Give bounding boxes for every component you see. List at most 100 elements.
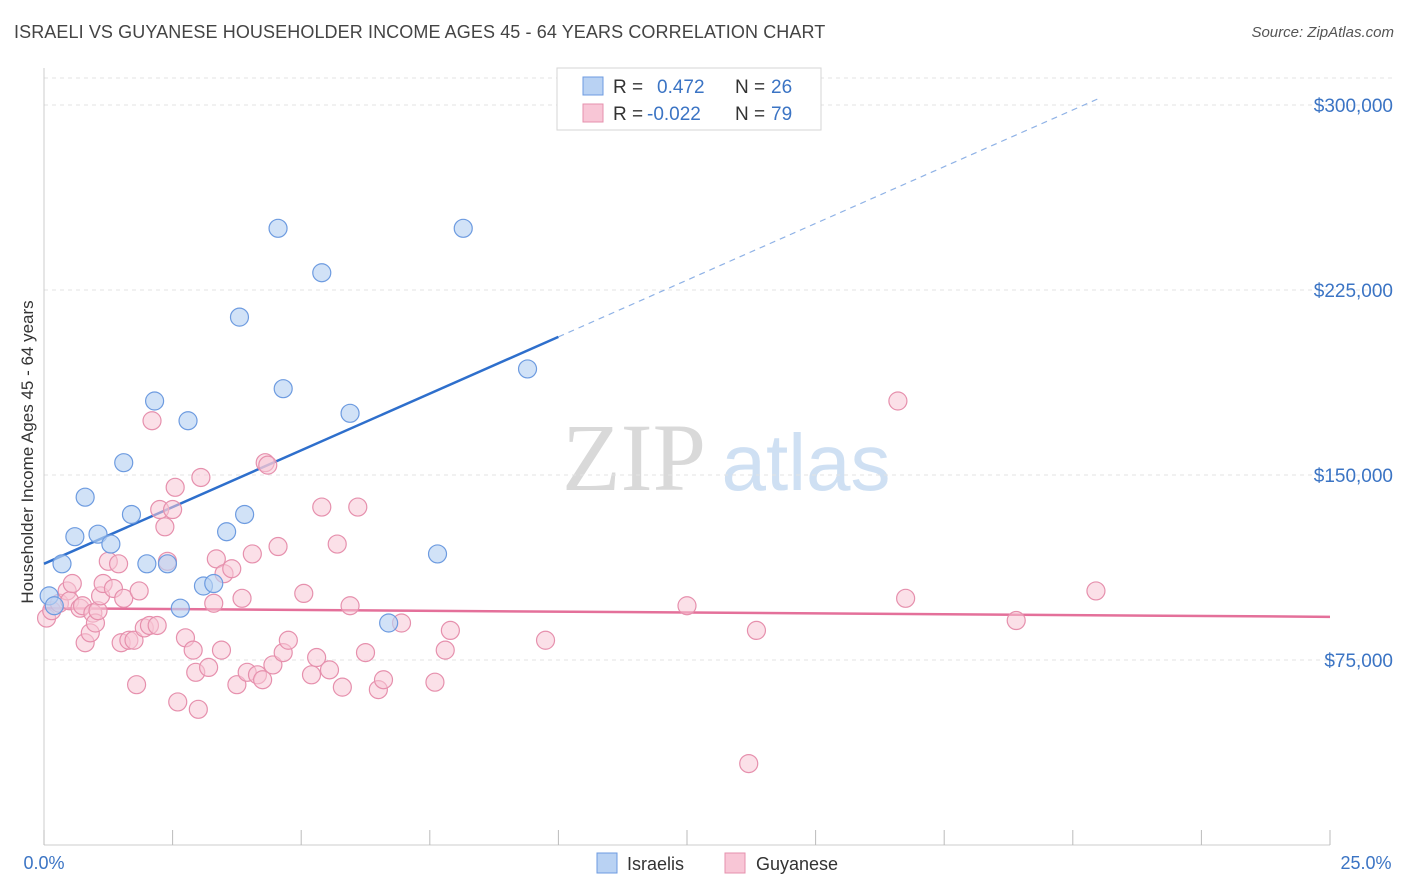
guyanese-point [242, 544, 262, 564]
guyanese-point [142, 411, 162, 431]
israelis-point [75, 487, 95, 507]
guyanese-point [319, 660, 340, 680]
israelis-point [340, 403, 360, 423]
guyanese-point [129, 581, 149, 601]
guyanese-point [191, 467, 211, 488]
guyanese-point [677, 596, 697, 616]
israelis-point [379, 613, 399, 633]
israelis-point [268, 218, 288, 238]
israelis-point [144, 391, 165, 411]
guyanese-point [188, 699, 208, 719]
legend-n-label-guyanese: N = [735, 104, 765, 125]
guyanese-point [278, 630, 298, 650]
bottom-legend-israelis: Israelis [627, 854, 684, 874]
guyanese-point [258, 455, 278, 475]
legend-r-value-israelis: 0.472 [657, 77, 705, 98]
guyanese-point [746, 620, 767, 641]
legend-r-label-israelis: R = [613, 77, 643, 98]
israelis-point [273, 379, 293, 399]
guyanese-point [348, 497, 368, 517]
trend-lines [43, 98, 1331, 619]
guyanese-point [147, 615, 167, 636]
guyanese-point [888, 391, 908, 411]
bottom-legend-swatch-guyanese [724, 852, 746, 874]
guyanese-point [124, 630, 144, 650]
guyanese-points [36, 391, 1106, 774]
guyanese-point [183, 640, 203, 660]
bottom-legend-swatch-israelis [596, 852, 618, 874]
correlation-legend: R = 0.472 N = 26 R = -0.022 N = 79 [556, 67, 822, 131]
israelis-point [178, 411, 198, 431]
y-tick-label: $150,000 [1314, 466, 1393, 487]
legend-swatch-israelis [582, 76, 604, 96]
guyanese-point [307, 647, 327, 668]
israelis-point [170, 598, 190, 618]
source-label: Source: ZipAtlas.com [1251, 24, 1394, 41]
israelis-trend-line [43, 335, 559, 565]
israelis-point [427, 544, 448, 564]
guyanese-point [222, 559, 242, 579]
guyanese-point [155, 517, 175, 537]
legend-swatch-guyanese [582, 103, 604, 123]
israelis-point [121, 504, 142, 525]
chart-title: ISRAELI VS GUYANESE HOUSEHOLDER INCOME A… [14, 22, 826, 42]
guyanese-point [206, 549, 226, 569]
guyanese-point [165, 477, 185, 497]
guyanese-point [232, 588, 252, 608]
guyanese-point [268, 536, 288, 557]
legend-n-label-israelis: N = [735, 77, 765, 98]
guyanese-point [199, 657, 219, 678]
guyanese-point [211, 640, 232, 660]
guyanese-point [108, 554, 129, 574]
israelis-point [88, 524, 108, 544]
x-tick-label-max: 25.0% [1340, 853, 1391, 873]
guyanese-point [253, 670, 273, 690]
bottom-legend-guyanese: Guyanese [756, 854, 838, 874]
guyanese-point [62, 573, 82, 594]
israelis-trend-extension [558, 98, 1099, 338]
guyanese-point [204, 593, 224, 613]
guyanese-point [440, 620, 460, 641]
y-tick-label: $75,000 [1324, 651, 1393, 672]
israelis-point [229, 307, 250, 327]
series-legend: Israelis Guyanese [596, 852, 838, 874]
watermark: ZIP atlas [562, 404, 890, 511]
israelis-point [52, 554, 72, 574]
guyanese-point [355, 642, 376, 663]
israelis-point [517, 359, 538, 379]
guyanese-point [301, 665, 322, 685]
israelis-point [101, 534, 121, 554]
israelis-points [39, 218, 538, 633]
israelis-point [44, 596, 64, 616]
israelis-point [114, 453, 134, 473]
guyanese-point [126, 675, 147, 695]
guyanese-point [896, 588, 916, 608]
guyanese-point [114, 588, 134, 608]
y-tick-label: $300,000 [1314, 96, 1393, 117]
guyanese-point [168, 692, 188, 712]
israelis-point [204, 573, 224, 594]
legend-n-value-israelis: 26 [771, 77, 792, 98]
guyanese-point [332, 677, 352, 697]
x-tick-label-min: 0.0% [23, 853, 64, 873]
legend-r-label-guyanese: R = [613, 104, 643, 125]
y-tick-labels: $75,000 $150,000 $225,000 $300,000 [1314, 96, 1393, 672]
grid-lines [44, 77, 1392, 661]
guyanese-point [373, 670, 394, 690]
guyanese-point [1006, 610, 1026, 631]
x-ticks [43, 830, 1331, 845]
watermark-atlas: atlas [722, 418, 891, 507]
y-tick-label: $225,000 [1314, 281, 1393, 302]
guyanese-point [535, 630, 556, 650]
watermark-zip: ZIP [562, 404, 706, 511]
guyanese-point [1086, 581, 1106, 601]
guyanese-point [312, 497, 332, 517]
israelis-point [137, 554, 157, 574]
guyanese-point [739, 753, 759, 774]
guyanese-point [294, 583, 314, 604]
israelis-point [217, 522, 237, 542]
guyanese-point [425, 672, 445, 692]
legend-n-value-guyanese: 79 [771, 104, 792, 125]
israelis-point [235, 504, 255, 525]
